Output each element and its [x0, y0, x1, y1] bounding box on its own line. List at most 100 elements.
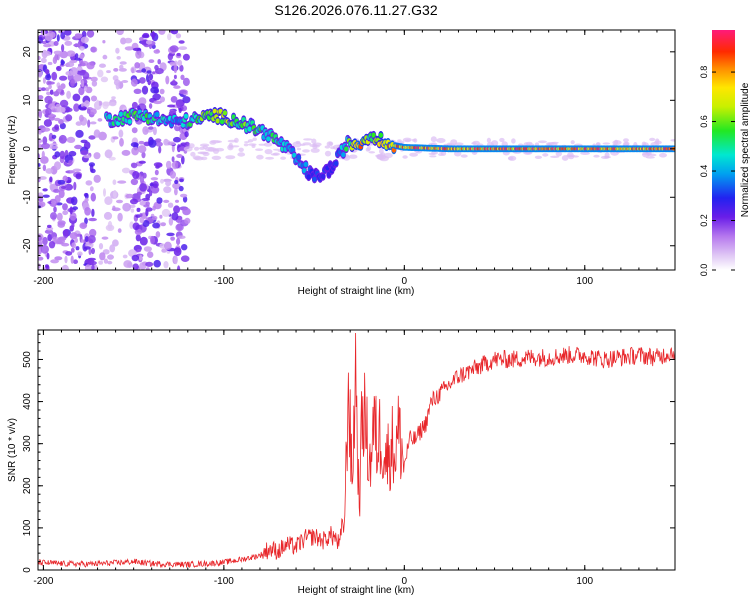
spectrogram-noise-cell	[66, 61, 75, 68]
spectrogram-noise-cell	[152, 205, 156, 211]
spectrogram-noise-cell	[44, 229, 54, 234]
spectrogram-noise-cell	[41, 150, 45, 160]
spectrogram-noise-cell	[47, 224, 52, 228]
spectrogram-noise-cell	[90, 95, 98, 102]
spectrogram-noise-cell	[172, 79, 176, 85]
spectrogram-noise-cell	[179, 89, 188, 95]
spectrogram-noise-cell	[51, 134, 57, 139]
spectrogram-haze-cell	[604, 155, 610, 159]
y-tick-label: 0	[22, 567, 33, 573]
spectrogram-noise-cell	[50, 212, 57, 220]
spectrogram-noise-cell	[141, 85, 149, 95]
spectrogram-noise-cell	[177, 265, 181, 270]
spectrogram-haze-cell	[596, 142, 601, 146]
spectrogram-noise-cell	[72, 93, 81, 102]
spectrogram-noise-cell	[119, 137, 124, 147]
spectrogram-noise-cell	[155, 68, 164, 75]
spectrogram-noise-cell	[178, 46, 188, 50]
spectrogram-noise-cell	[178, 107, 182, 114]
spectrogram-noise-cell	[161, 208, 171, 217]
spectrogram-noise-cell	[133, 88, 142, 95]
spectrogram-noise-cell	[85, 180, 93, 186]
spectrogram-noise-cell	[73, 259, 78, 265]
spectrogram-noise-cell	[38, 197, 44, 203]
spectrogram-noise-cell	[147, 251, 154, 258]
spectrogram-noise-cell	[173, 74, 177, 80]
spectrogram-noise-cell	[42, 194, 50, 198]
spectrogram-noise-cell	[44, 87, 50, 92]
spectrogram-noise-cell	[54, 256, 63, 261]
spectrogram-haze-cell	[199, 146, 205, 150]
spectrogram-track-cell	[378, 132, 384, 138]
spectrogram-noise-cell	[163, 261, 169, 269]
spectrogram-haze-cell	[270, 153, 278, 156]
spectrogram-noise-cell	[38, 176, 47, 180]
spectrogram-noise-cell	[182, 207, 191, 216]
spectrogram-noise-cell	[130, 198, 138, 205]
spectrogram-noise-cell	[178, 40, 185, 44]
spectrogram-noise-cell	[69, 206, 73, 215]
spectrogram-haze-cell	[486, 137, 491, 143]
spectrogram-noise-cell	[150, 186, 160, 194]
spectrogram-noise-cell	[56, 34, 60, 42]
spectrogram-track-cell	[219, 119, 225, 125]
spectrogram-noise-cell	[171, 212, 179, 221]
spectrogram-noise-cell	[130, 142, 139, 148]
spectrogram-noise-cell	[65, 114, 73, 122]
spectrogram-noise-cell	[173, 64, 178, 74]
snr-x-ticks: -200 -100 0 100	[33, 330, 676, 587]
spectrogram-noise-cell	[59, 122, 66, 130]
spectrogram-haze-cell	[413, 138, 418, 143]
spectrogram-noise-cell	[80, 239, 84, 243]
spectrogram-noise-cell	[54, 124, 59, 130]
spectrogram-noise-cell	[109, 244, 116, 253]
spectrogram-noise-cell	[64, 107, 73, 113]
spectrogram-noise-cell	[138, 160, 146, 164]
spectrogram-haze-cell	[263, 142, 273, 147]
spectrogram-noise-cell	[93, 152, 101, 160]
spectrogram-noise-cell	[56, 212, 63, 221]
spectrogram-noise-cell	[103, 211, 113, 220]
spectrogram-haze-cell	[243, 143, 249, 147]
spectrogram-noise-cell	[180, 74, 185, 81]
spectrogram-haze-cell	[670, 139, 675, 142]
spectrogram-haze-cell	[460, 154, 468, 158]
spectrogram-track-cell	[127, 119, 132, 125]
spectrogram-noise-cell	[123, 260, 133, 268]
spectrogram-noise-cell	[60, 60, 65, 65]
spectrogram-noise-cell	[148, 73, 154, 81]
spectrogram-noise-cell	[52, 56, 58, 64]
spectrogram-haze-cell	[472, 140, 480, 146]
x-tick-label: -100	[214, 276, 234, 287]
spectrogram-noise-cell	[156, 197, 163, 204]
colorbar-tick-label: 0.0	[699, 264, 709, 277]
spectrogram-haze-cell	[324, 150, 332, 157]
spectrogram-noise-cell	[100, 76, 109, 83]
spectrogram-marks	[38, 30, 675, 270]
spectrogram-noise-cell	[43, 51, 52, 56]
spectrogram-noise-cell	[155, 49, 160, 53]
spectrogram-haze-cell	[280, 156, 286, 160]
spectrogram-noise-cell	[165, 160, 172, 169]
spectrogram-noise-cell	[66, 90, 71, 99]
spectrogram-noise-cell	[38, 111, 41, 117]
spectrogram-noise-cell	[139, 213, 143, 217]
spectrogram-noise-cell	[136, 248, 142, 253]
spectrogram-noise-cell	[87, 235, 96, 244]
spectrogram-noise-cell	[139, 216, 145, 224]
spectrogram-noise-cell	[41, 87, 46, 91]
spectrogram-noise-cell	[54, 151, 61, 158]
spectrogram-noise-cell	[153, 259, 161, 268]
spectrogram-noise-cell	[103, 258, 108, 264]
spectrogram-noise-cell	[93, 129, 101, 138]
spectrogram-noise-cell	[91, 247, 95, 255]
spectrogram-noise-cell	[89, 186, 94, 192]
spectrogram-haze-cell	[499, 137, 505, 143]
spectrogram-noise-cell	[124, 46, 134, 51]
spectrogram-noise-cell	[139, 183, 148, 192]
spectrogram-noise-cell	[148, 190, 153, 197]
spectrogram-haze-cell	[642, 153, 652, 156]
spectrogram-noise-cell	[103, 188, 106, 197]
spectrogram-haze-cell	[264, 149, 273, 155]
spectrogram-noise-cell	[112, 239, 119, 247]
